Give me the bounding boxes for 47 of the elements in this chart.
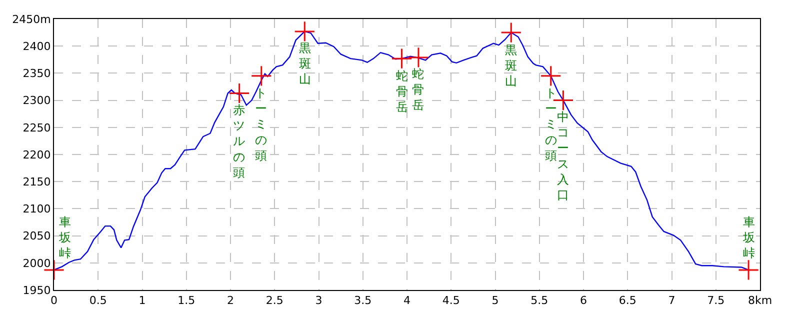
y-tick-label: 2000 [22,256,51,270]
point [500,22,522,44]
annotation: 蛇骨岳 [412,67,424,112]
x-tick-label: 3 [315,294,322,308]
y-tick-label: 2300 [22,94,51,108]
point [552,90,574,111]
x-tick-label: 7 [668,294,676,308]
x-tick-label: 5.5 [530,294,548,308]
x-tick-label: 6 [580,294,587,308]
x-tick-label: 7.5 [707,294,725,308]
point [294,20,316,42]
y-tick-label: 2050 [22,230,51,243]
x-tick-label: 1 [138,294,146,308]
annotation: 赤ツルの頭 [233,103,245,180]
point [738,259,760,280]
x-tick-label: 4 [404,294,410,308]
point [391,48,412,70]
annotation: 黒斑山 [505,43,517,88]
x-tick-label: 0 [50,294,58,308]
annotation: 車坂峠 [58,215,71,260]
x-tick-label: 3.5 [354,294,372,308]
x-tick-label: 0.5 [89,294,107,308]
x-tick-label: 2 [227,294,234,308]
point [540,65,562,86]
x-tick-label: 8km [748,294,772,308]
point [408,46,430,68]
annotation: 中コース入口 [557,110,569,202]
x-tick-label: 1.5 [178,294,196,308]
y-tick-label: 2150 [22,175,51,188]
annotation: 黒斑山 [299,41,311,86]
x-tick-label: 4.5 [442,294,460,308]
x-tick-label: 5 [492,294,499,308]
y-tick-label: 2400 [22,40,51,53]
x-tick-label: 6.5 [618,294,636,308]
annotation: 車坂峠 [742,215,755,260]
annotation: 蛇骨岳 [396,69,408,114]
y-tick-label: 2450m [12,12,51,26]
y-tick-label: 2100 [22,202,51,216]
y-tick-label: 2350 [22,67,51,80]
annotation: トーミの頭 [255,86,267,162]
annotation: トーミの頭 [545,86,557,162]
point [228,82,250,104]
y-tick-label: 1950 [22,284,51,297]
x-tick-label: 2.5 [266,294,284,308]
y-tick-label: 2250 [22,121,51,134]
point [250,65,272,86]
y-tick-label: 2200 [22,148,51,162]
